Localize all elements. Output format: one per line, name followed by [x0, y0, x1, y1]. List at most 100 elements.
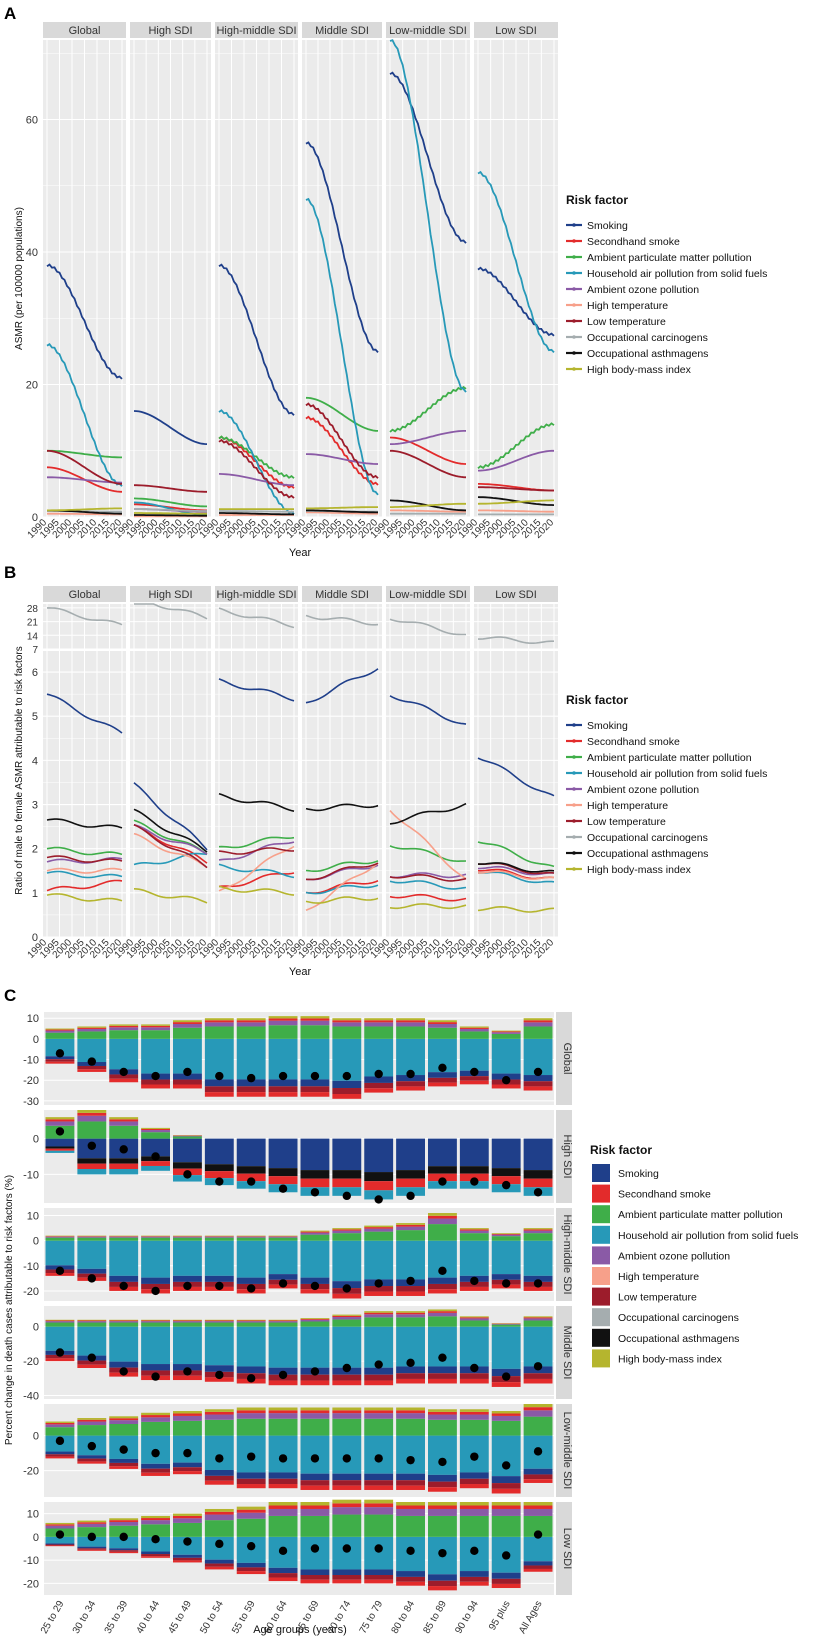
bar-segment [204, 1520, 234, 1537]
bar-segment [268, 1237, 298, 1241]
bar-segment [428, 1580, 457, 1587]
bar-segment [428, 1289, 457, 1294]
bar-segment [77, 1360, 107, 1365]
bar-segment [77, 1321, 107, 1323]
bar-segment [109, 1550, 139, 1552]
change-dot [55, 1049, 65, 1058]
series-line [478, 870, 555, 880]
bar-segment [396, 1410, 425, 1414]
series-line [389, 71, 467, 244]
bar-segment [109, 1536, 139, 1549]
series-line [218, 409, 295, 515]
change-dot [151, 1448, 160, 1458]
bar-segment [173, 1560, 202, 1563]
bar-segment [77, 1319, 107, 1321]
change-dot [470, 1177, 479, 1186]
bar-segment [173, 1236, 202, 1237]
panel-label-b: B [4, 563, 16, 582]
legend-key [592, 1164, 610, 1182]
bar-segment [459, 1038, 489, 1071]
series-line [218, 847, 295, 855]
bar-segment [109, 1326, 139, 1362]
bar-segment [109, 1420, 139, 1425]
series-line [133, 808, 208, 853]
bar-segment [268, 1407, 298, 1411]
series-line [477, 170, 555, 354]
bar-segment [364, 1536, 394, 1570]
bar-segment [204, 1079, 234, 1087]
bar-segment [204, 1559, 234, 1564]
bar-segment [459, 1317, 489, 1319]
bar-segment [45, 1320, 75, 1322]
legend-key-point [572, 351, 576, 355]
bar-segment [173, 1471, 202, 1475]
bar-segment [109, 1322, 139, 1327]
change-dot [374, 1360, 383, 1369]
y-tick-label: 4 [32, 755, 38, 767]
bar-segment [396, 1311, 425, 1313]
change-dot [470, 1546, 479, 1556]
bar-segment [109, 1462, 139, 1467]
bar-segment [396, 1022, 425, 1027]
bar-segment [396, 1020, 425, 1023]
bar-segment [523, 1404, 553, 1408]
change-dot [151, 1152, 160, 1161]
bar-segment [428, 1311, 457, 1313]
bar-segment [236, 1319, 266, 1321]
bar-segment [428, 1378, 457, 1384]
bar-segment [236, 1038, 266, 1080]
bar-segment [141, 1322, 170, 1327]
bar-segment [268, 1092, 298, 1097]
series-line [218, 845, 295, 892]
legend-label: Smoking [587, 720, 628, 732]
bar-segment [300, 1232, 330, 1235]
bar-segment [332, 1473, 362, 1481]
bar-segment [45, 1119, 75, 1122]
series-line [477, 905, 555, 913]
change-dot [246, 1073, 256, 1083]
bar-segment [236, 1022, 266, 1027]
bar-segment [109, 1121, 139, 1126]
bar-segment [459, 1409, 489, 1412]
bar-segment [300, 1515, 330, 1537]
bar-segment [204, 1469, 234, 1476]
change-dot [183, 1448, 192, 1458]
bar-segment [396, 1515, 425, 1537]
series-line [389, 695, 467, 725]
y-tick-label: 60 [26, 115, 38, 127]
bar-segment [173, 1420, 202, 1436]
bar-segment [141, 1130, 170, 1133]
bar-segment [428, 1213, 457, 1216]
bar-segment [45, 1138, 75, 1147]
bar-segment [204, 1320, 234, 1322]
bar-segment [236, 1321, 266, 1323]
bar-segment [300, 1138, 330, 1171]
bar-segment [459, 1318, 489, 1321]
bar-segment [268, 1018, 298, 1021]
bar-segment [45, 1319, 75, 1321]
legend-key [592, 1328, 610, 1347]
bar-segment [268, 1320, 298, 1322]
change-dot [246, 1374, 256, 1383]
strip [215, 586, 298, 602]
series-line [477, 499, 554, 505]
change-dot [119, 1532, 128, 1542]
legend-label: Occupational carcinogens [587, 332, 708, 344]
bar-segment [268, 1567, 298, 1574]
series-line [305, 402, 379, 479]
bar-segment [332, 1020, 362, 1023]
bar-segment [491, 1508, 521, 1516]
bar-segment [428, 1574, 457, 1581]
change-dot [406, 1546, 415, 1556]
bar-segment [396, 1038, 425, 1076]
bar-segment [77, 1237, 107, 1241]
change-dot [533, 1362, 543, 1371]
bar-segment [364, 1291, 394, 1296]
bar-segment [491, 1030, 521, 1032]
strip [302, 22, 382, 38]
y-tick-label: 0 [33, 1431, 39, 1443]
bar-segment [173, 1023, 202, 1028]
series-line [306, 506, 378, 510]
change-dot [119, 1281, 128, 1291]
